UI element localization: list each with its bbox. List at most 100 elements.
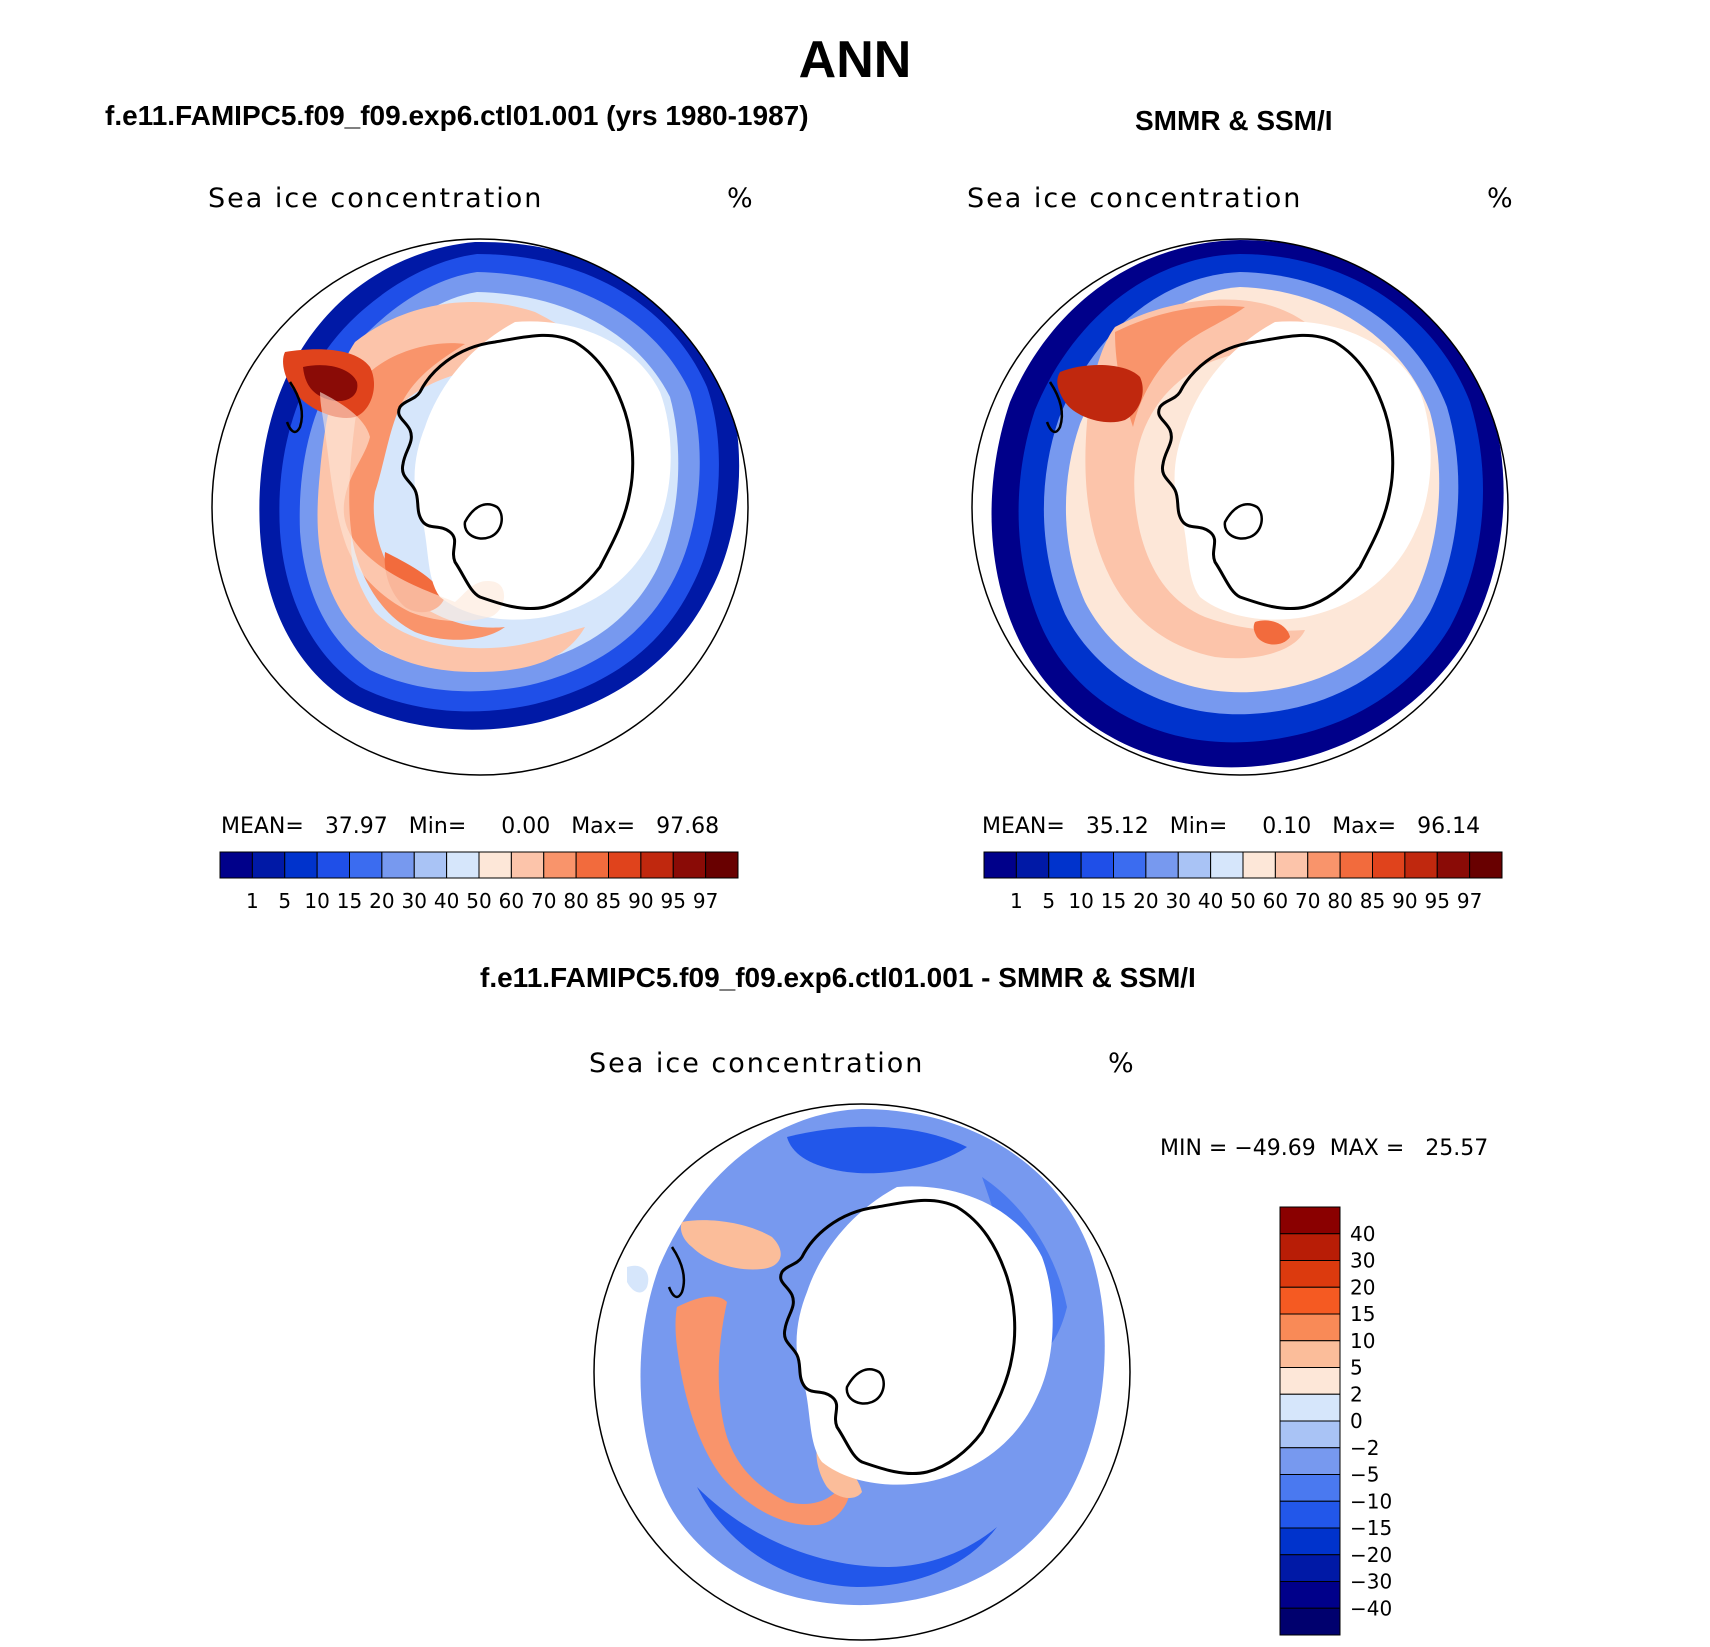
- model-variable-label: Sea ice concentration: [208, 183, 544, 214]
- model-colorbar-tick-label: 60: [499, 889, 524, 913]
- diff-colorbar-swatch: [1279, 1420, 1341, 1449]
- obs-colorbar-tick-label: 85: [1360, 889, 1385, 913]
- obs-colorbar-tick-label: 15: [1101, 889, 1126, 913]
- antarctica-outline-icon: [397, 333, 635, 611]
- diff-panel-title: f.e11.FAMIPC5.f09_f09.exp6.ctl01.001 - S…: [480, 962, 1196, 993]
- model-colorbar-tick-label: 15: [337, 889, 362, 913]
- model-colorbar-tick-label: 85: [596, 889, 621, 913]
- obs-colorbar-swatch: [1048, 851, 1082, 879]
- diff-stats: MIN = −49.69 MAX = 25.57: [1160, 1136, 1489, 1161]
- diff-colorbar-tick-label: −2: [1350, 1436, 1379, 1460]
- obs-colorbar-swatch: [1242, 851, 1276, 879]
- model-colorbar-tick-label: 50: [466, 889, 491, 913]
- obs-colorbar-tick-label: 50: [1230, 889, 1255, 913]
- diff-colorbar-swatch: [1279, 1367, 1341, 1395]
- obs-colorbar-tick-label: 30: [1166, 889, 1191, 913]
- obs-colorbar-tick-label: 97: [1457, 889, 1482, 913]
- obs-colorbar-tick-label: 95: [1425, 889, 1450, 913]
- model-colorbar-swatch: [705, 851, 739, 879]
- diff-colorbar-swatch: [1279, 1500, 1341, 1529]
- diff-colorbar-swatch: [1279, 1206, 1341, 1235]
- diff-colorbar-tick-label: 40: [1350, 1222, 1375, 1246]
- model-colorbar-tick-label: 70: [531, 889, 556, 913]
- diff-colorbar-swatch: [1279, 1554, 1341, 1582]
- model-units-label: %: [727, 183, 755, 214]
- diff-ice-field: [627, 1109, 1105, 1606]
- obs-panel-title: SMMR & SSM/I: [1135, 105, 1333, 136]
- diff-colorbar-swatch: [1279, 1607, 1341, 1636]
- obs-colorbar-tick-label: 1: [1010, 889, 1023, 913]
- diff-colorbar-swatch: [1279, 1313, 1341, 1342]
- model-colorbar-swatch: [543, 851, 577, 879]
- model-map-boundary: [211, 238, 749, 776]
- model-colorbar-swatch: [478, 851, 512, 879]
- obs-units-label: %: [1487, 183, 1515, 214]
- obs-colorbar-swatch: [1404, 851, 1438, 879]
- diff-colorbar-swatch: [1279, 1474, 1341, 1502]
- obs-colorbar-swatch: [1015, 851, 1050, 879]
- diff-colorbar-tick-label: 15: [1350, 1302, 1375, 1326]
- diff-colorbar-tick-label: 20: [1350, 1275, 1375, 1299]
- diff-colorbar-tick-label: 5: [1350, 1356, 1363, 1380]
- diff-units-label: %: [1108, 1048, 1136, 1079]
- model-colorbar-swatch: [251, 851, 286, 879]
- obs-colorbar-tick-label: 20: [1133, 889, 1158, 913]
- obs-colorbar-tick-label: 40: [1198, 889, 1223, 913]
- diff-colorbar-tick-label: 10: [1350, 1329, 1375, 1353]
- obs-colorbar-swatch: [1080, 851, 1114, 879]
- diff-variable-label: Sea ice concentration: [589, 1048, 925, 1079]
- obs-colorbar-swatch: [1469, 851, 1503, 879]
- diff-colorbar-swatch: [1279, 1581, 1341, 1609]
- model-colorbar-tick-label: 20: [369, 889, 394, 913]
- obs-colorbar-tick-label: 90: [1392, 889, 1417, 913]
- model-colorbar-tick-label: 80: [563, 889, 588, 913]
- model-colorbar-swatch: [640, 851, 674, 879]
- diff-colorbar-swatch: [1279, 1393, 1341, 1422]
- obs-variable-label: Sea ice concentration: [967, 183, 1303, 214]
- figure-title: ANN: [798, 31, 912, 89]
- model-colorbar-swatch: [381, 851, 415, 879]
- obs-colorbar-tick-label: 80: [1327, 889, 1352, 913]
- diff-colorbar-swatch: [1279, 1286, 1341, 1315]
- model-colorbar-swatch: [608, 851, 642, 879]
- model-sea-ice-map: [211, 238, 749, 776]
- model-colorbar-tick-label: 10: [304, 889, 329, 913]
- obs-colorbar-swatch: [983, 851, 1017, 879]
- obs-colorbar-swatch: [1436, 851, 1471, 879]
- model-colorbar-swatch: [413, 851, 448, 879]
- model-ice-field: [259, 241, 740, 730]
- obs-colorbar-swatch: [1339, 851, 1373, 879]
- model-colorbar-tick-label: 1: [246, 889, 259, 913]
- diff-colorbar-tick-label: 0: [1350, 1409, 1363, 1433]
- diff-colorbar-tick-label: −20: [1350, 1543, 1392, 1567]
- model-colorbar-swatch: [575, 851, 609, 879]
- obs-colorbar-swatch: [1145, 851, 1179, 879]
- model-colorbar-swatch: [672, 851, 707, 879]
- model-colorbar: 1 5 10 15 20 30 40 50 60 70 80 85 90 95 97: [219, 851, 739, 913]
- model-colorbar-swatch: [219, 851, 253, 879]
- model-colorbar-tick-label: 90: [628, 889, 653, 913]
- obs-colorbar-swatch: [1177, 851, 1212, 879]
- diff-colorbar-tick-label: −30: [1350, 1570, 1392, 1594]
- obs-colorbar-swatch: [1210, 851, 1244, 879]
- diff-colorbar-swatch: [1279, 1260, 1341, 1288]
- obs-colorbar-tick-label: 60: [1263, 889, 1288, 913]
- obs-colorbar-tick-label: 5: [1042, 889, 1055, 913]
- obs-colorbar-swatch: [1113, 851, 1147, 879]
- antarctica-outline-icon: [1157, 333, 1395, 611]
- diff-colorbar-tick-label: 30: [1350, 1249, 1375, 1273]
- model-colorbar-swatch: [510, 851, 545, 879]
- model-stats: MEAN= 37.97 Min= 0.00 Max= 97.68: [221, 814, 720, 839]
- obs-colorbar-tick-label: 10: [1068, 889, 1093, 913]
- obs-sea-ice-map: [971, 238, 1509, 776]
- obs-colorbar-tick-label: 70: [1295, 889, 1320, 913]
- diff-colorbar-tick-label: −40: [1350, 1596, 1392, 1620]
- model-colorbar-tick-label: 5: [278, 889, 291, 913]
- model-colorbar-tick-label: 30: [402, 889, 427, 913]
- diff-colorbar-swatch: [1279, 1527, 1341, 1556]
- model-colorbar-swatch: [446, 851, 480, 879]
- diff-colorbar-tick-label: −15: [1350, 1516, 1392, 1540]
- model-panel-title: f.e11.FAMIPC5.f09_f09.exp6.ctl01.001 (yr…: [105, 100, 809, 131]
- obs-colorbar-swatch: [1307, 851, 1341, 879]
